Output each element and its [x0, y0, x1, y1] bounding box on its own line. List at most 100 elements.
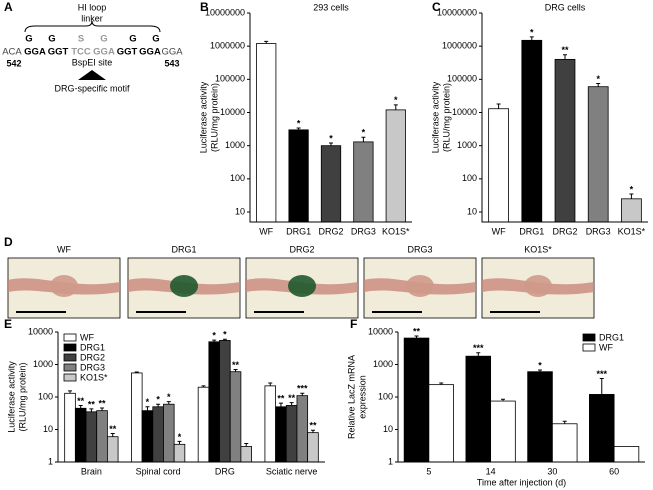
- x-tick-label: DRG2: [552, 226, 577, 236]
- error-bar: [156, 403, 161, 407]
- error-bar: [596, 82, 601, 87]
- x-axis-label: Time after injection (d): [477, 477, 566, 487]
- ganglion: [170, 275, 198, 297]
- bar: [613, 446, 640, 463]
- y-axis-label: (RLU/mg protein): [441, 83, 451, 152]
- significance: *: [329, 133, 333, 143]
- bar: [74, 407, 87, 463]
- motif-label: DRG-specific motif: [54, 83, 130, 93]
- bar: [85, 411, 98, 463]
- significance: ***: [597, 369, 608, 379]
- significance: *: [630, 184, 634, 194]
- site-label: BspEI site: [72, 57, 113, 67]
- x-tick-label: KO1S*: [618, 226, 646, 236]
- y-tick-label: 10: [383, 424, 393, 434]
- x-tick-label: 14: [486, 466, 496, 476]
- significance: ***: [473, 343, 484, 353]
- residue: G: [129, 34, 136, 45]
- bar: [163, 403, 175, 463]
- bar: [589, 394, 615, 463]
- x-tick-label: 30: [547, 466, 557, 476]
- bar: [219, 340, 231, 463]
- significance: *: [394, 95, 398, 105]
- significance: **: [288, 393, 296, 403]
- legend-swatch: [63, 373, 77, 382]
- motif-marker: [78, 70, 106, 80]
- panel-a: A HI loop linker G G S G G G ACA GGA GGT…: [2, 0, 183, 93]
- bar: [256, 43, 277, 223]
- title: linker: [81, 13, 103, 23]
- bar: [307, 432, 319, 463]
- x-tick-label: Sciatic nerve: [266, 466, 318, 476]
- y-tick-label: 100: [462, 173, 477, 183]
- bar: [173, 443, 186, 463]
- significance: *: [362, 128, 366, 138]
- y-tick-label: 10000: [452, 107, 477, 117]
- legend-swatch: [63, 333, 77, 342]
- error-bar: [629, 193, 634, 199]
- legend-swatch: [582, 343, 596, 352]
- y-tick-label: 1000: [373, 359, 393, 369]
- position: 542: [6, 58, 21, 68]
- y-tick-label: 1: [48, 456, 53, 466]
- error-bar: [78, 404, 83, 409]
- legend-label: KO1S*: [80, 372, 108, 382]
- significance: *: [223, 330, 227, 340]
- panel-label: E: [4, 317, 12, 331]
- ganglion: [406, 275, 434, 297]
- error-bar: [500, 398, 505, 402]
- significance: *: [530, 27, 534, 37]
- error-bar: [233, 369, 238, 372]
- codon: TCC: [71, 47, 91, 58]
- error-bar: [145, 406, 150, 411]
- y-tick-label: 10: [235, 206, 245, 216]
- y-tick-label: 10: [467, 206, 477, 216]
- codon: GGA: [161, 47, 183, 58]
- significance: **: [413, 326, 421, 336]
- error-bar: [177, 440, 182, 445]
- residue: G: [100, 34, 107, 45]
- bar: [131, 372, 143, 463]
- y-tick-label: 10000000: [205, 7, 245, 17]
- error-bar: [289, 402, 294, 406]
- bar: [285, 405, 298, 463]
- error-bar: [264, 40, 269, 44]
- significance: *: [212, 331, 216, 341]
- residue: G: [48, 34, 55, 45]
- y-tick-label: 100000: [447, 74, 477, 84]
- y-tick-label: 1: [388, 456, 393, 466]
- error-bar: [562, 420, 567, 424]
- panel-label: B: [200, 0, 209, 14]
- bar: [521, 39, 543, 223]
- error-bar: [100, 407, 105, 411]
- significance: **: [277, 393, 285, 403]
- y-tick-label: 1000: [33, 359, 53, 369]
- legend-label: DRG3: [80, 362, 105, 372]
- photo-label: WF: [57, 244, 71, 254]
- bar: [490, 400, 516, 463]
- title: HI loop: [78, 2, 107, 12]
- significance: **: [109, 424, 117, 434]
- significance: *: [156, 395, 160, 405]
- panel-label: A: [4, 0, 13, 14]
- legend-label: DRG1: [599, 332, 624, 342]
- axes: [481, 13, 648, 223]
- brace: [24, 20, 161, 33]
- bar: [554, 58, 576, 223]
- bar: [288, 129, 309, 223]
- legend-label: DRG2: [80, 352, 105, 362]
- bar: [275, 406, 287, 463]
- y-axis-label: (RLU/mg protein): [209, 83, 219, 152]
- error-bar: [110, 433, 115, 437]
- bar: [320, 145, 342, 223]
- panel-label: C: [432, 0, 441, 14]
- ganglion: [524, 275, 552, 297]
- error-bar: [212, 339, 217, 342]
- significance: **: [88, 399, 96, 409]
- bar: [106, 436, 119, 463]
- bar: [296, 395, 309, 463]
- significance: **: [77, 396, 85, 406]
- error-bar: [393, 104, 398, 110]
- bar: [465, 355, 492, 463]
- bar: [587, 86, 609, 223]
